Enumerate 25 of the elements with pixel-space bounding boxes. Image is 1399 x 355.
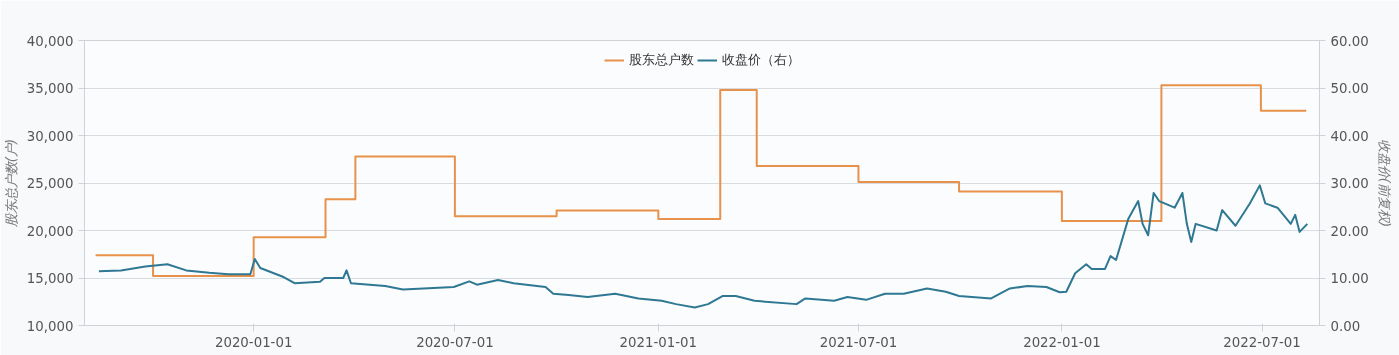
y-tick-label: 35,000 (26, 81, 74, 96)
y2-tick-label: 20.00 (1330, 223, 1369, 239)
y-tick-label: 15,000 (26, 271, 74, 286)
y2-tick-label: 10.00 (1330, 271, 1369, 286)
y-tick-label: 20,000 (26, 223, 74, 239)
y-tick-label: 25,000 (26, 176, 74, 191)
x-tick-label: 2021-07-01 (819, 334, 898, 350)
legend-label: 股东总户数 (628, 51, 694, 69)
line-series (97, 184, 1309, 309)
y-axis-title: 股东总户数(户) (3, 138, 19, 228)
y-tick-label: 10,000 (26, 318, 74, 334)
x-tick-label: 2022-07-01 (1223, 334, 1301, 350)
y-tick-label: 40,000 (26, 33, 74, 49)
x-tick-label: 2021-01-01 (619, 334, 698, 350)
y-tick-label: 30,000 (26, 128, 74, 144)
y2-axis-title: 收盘价(前复权) (1376, 138, 1392, 228)
y2-tick-label: 40.00 (1330, 128, 1369, 144)
x-tick-label: 2020-01-01 (214, 334, 293, 350)
y2-tick-label: 0.00 (1330, 318, 1361, 334)
x-tick-label: 2022-01-01 (1023, 334, 1101, 350)
legend-label: 收盘价（右） (721, 51, 800, 69)
y2-tick-label: 60.00 (1330, 33, 1369, 49)
y2-tick-label: 30.00 (1330, 176, 1369, 191)
y2-tick-label: 50.00 (1330, 81, 1369, 96)
x-tick-label: 2020-07-01 (416, 334, 494, 350)
